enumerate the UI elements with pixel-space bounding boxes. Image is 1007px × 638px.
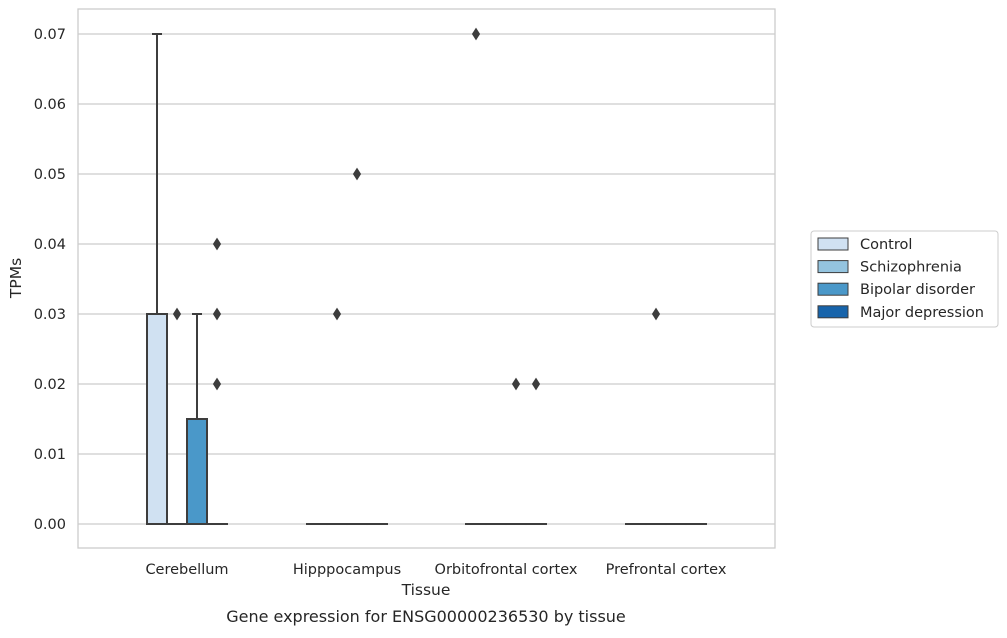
outlier-point — [533, 379, 540, 390]
y-tick-label: 0.03 — [34, 307, 66, 323]
x-axis-label: Tissue — [401, 581, 451, 599]
legend-swatch — [818, 283, 848, 295]
outlier-point — [214, 239, 221, 250]
y-axis-label: TPMs — [7, 258, 25, 299]
y-axis-ticks: 0.00 0.01 0.02 0.03 0.04 0.05 0.06 0.07 — [34, 27, 66, 533]
box-group — [526, 379, 546, 525]
outlier-point — [513, 379, 520, 390]
legend-swatch — [818, 261, 848, 273]
legend-label: Schizophrenia — [860, 260, 962, 276]
x-tick-label: Hipppocampus — [293, 562, 401, 578]
y-tick-label: 0.02 — [34, 377, 66, 393]
box-group — [147, 34, 167, 524]
legend-label: Major depression — [860, 305, 984, 321]
x-tick-label: Orbitofrontal cortex — [435, 562, 578, 578]
box-group — [167, 309, 187, 525]
outlier-point — [354, 169, 361, 180]
y-tick-label: 0.04 — [34, 237, 66, 253]
legend-swatch — [818, 306, 848, 318]
box-group — [347, 169, 367, 525]
y-tick-label: 0.01 — [34, 447, 66, 463]
y-tick-label: 0.05 — [34, 167, 66, 183]
legend-label: Bipolar disorder — [860, 282, 975, 298]
outlier-point — [214, 309, 221, 320]
y-tick-label: 0.07 — [34, 27, 66, 43]
box-group — [646, 309, 666, 525]
y-tick-label: 0.00 — [34, 517, 66, 533]
gridlines — [78, 34, 775, 524]
outlier-point — [653, 309, 660, 320]
box-plot-marks — [147, 29, 706, 525]
x-axis-ticks: Cerebellum Hipppocampus Orbitofrontal cort… — [145, 562, 726, 578]
box-group — [466, 29, 486, 525]
legend: Control Schizophrenia Bipolar disorder Majo… — [811, 231, 998, 327]
y-tick-label: 0.06 — [34, 97, 66, 113]
legend-swatch — [818, 238, 848, 250]
outlier-point — [174, 309, 181, 320]
box-group — [506, 379, 526, 525]
x-tick-label: Prefrontal cortex — [606, 562, 727, 578]
chart-caption: Gene expression for ENSG00000236530 by t… — [226, 607, 626, 626]
box — [187, 419, 207, 524]
outlier-point — [334, 309, 341, 320]
box-group — [207, 239, 227, 525]
x-tick-label: Cerebellum — [145, 562, 228, 578]
box — [147, 314, 167, 524]
outlier-point — [214, 379, 221, 390]
plot-frame — [78, 9, 775, 548]
box-group — [187, 314, 207, 524]
box-group — [327, 309, 347, 525]
outlier-point — [473, 29, 480, 40]
legend-label: Control — [860, 237, 912, 253]
